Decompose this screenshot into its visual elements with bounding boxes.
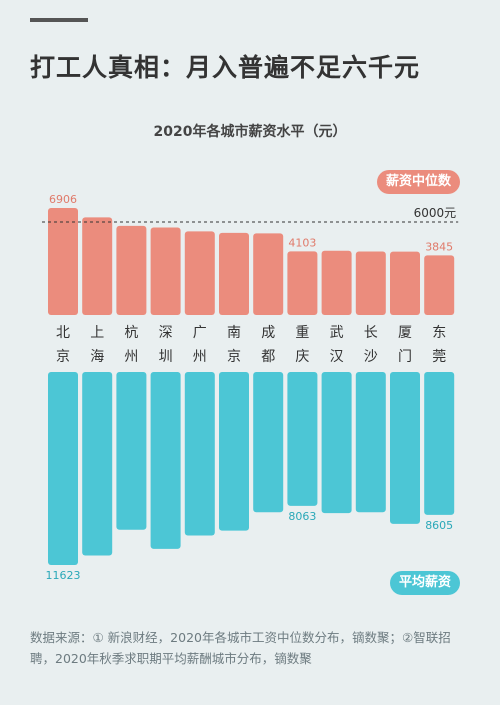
average-bar [82,372,113,556]
median-bar [116,225,147,315]
city-label: 厦 [398,325,412,341]
median-bar [424,255,455,315]
city-label: 门 [398,349,412,365]
data-source: 数据来源：① 新浪财经，2020年各城市工资中位数分布，镝数聚；②智联招聘，20… [30,630,451,666]
average-bar [253,372,284,513]
city-label: 海 [90,349,104,365]
legend-average-badge: 平均薪资 [389,571,460,595]
median-bar [355,251,386,315]
average-bar [116,372,147,530]
average-bar [219,372,249,531]
city-label: 成 [261,325,275,341]
average-bar [184,372,215,536]
city-label: 长 [364,325,378,341]
median-bar [321,250,352,315]
median-data-label: 3845 [425,240,453,253]
city-label: 都 [261,349,275,365]
average-data-label: 8605 [425,519,453,532]
median-bar [390,251,420,315]
city-label: 重 [295,325,309,341]
city-label: 东 [432,325,446,341]
city-label: 北 [56,325,70,341]
average-bar [48,372,78,565]
city-label: 汉 [330,349,344,365]
median-bar [150,227,181,315]
reference-line-label: 6000元 [414,206,457,220]
city-label: 武 [330,325,344,341]
median-bar [287,251,318,315]
city-label: 州 [193,349,207,365]
city-label: 杭 [124,325,138,341]
average-bar [321,372,352,514]
average-data-label: 8063 [288,510,316,523]
city-label: 广 [193,325,207,341]
city-label: 上 [90,325,104,341]
median-bar [184,231,215,315]
average-bar [424,372,455,515]
median-bar [82,217,113,315]
median-bar [253,233,284,315]
average-bar [150,372,181,549]
city-label: 深 [159,325,173,341]
legend-median-badge: 薪资中位数 [376,170,460,194]
city-label: 州 [124,349,138,365]
average-bar [390,372,420,524]
city-label: 沙 [364,349,378,365]
average-bar [287,372,318,506]
headline: 打工人真相：月入普遍不足六千元 [30,53,421,82]
city-label: 京 [227,349,241,365]
city-label: 庆 [295,349,309,365]
city-label: 南 [227,325,241,341]
city-label: 莞 [432,349,446,365]
median-data-label: 4103 [288,236,316,249]
city-label: 京 [56,349,70,365]
median-data-label: 6906 [49,193,77,206]
median-bar [219,232,249,315]
city-label: 圳 [159,349,173,365]
chart-title: 2020年各城市薪资水平（元） [153,124,347,140]
average-data-label: 11623 [46,569,81,582]
top-rule [30,18,88,22]
average-bar [355,372,386,513]
median-bar [48,208,78,315]
